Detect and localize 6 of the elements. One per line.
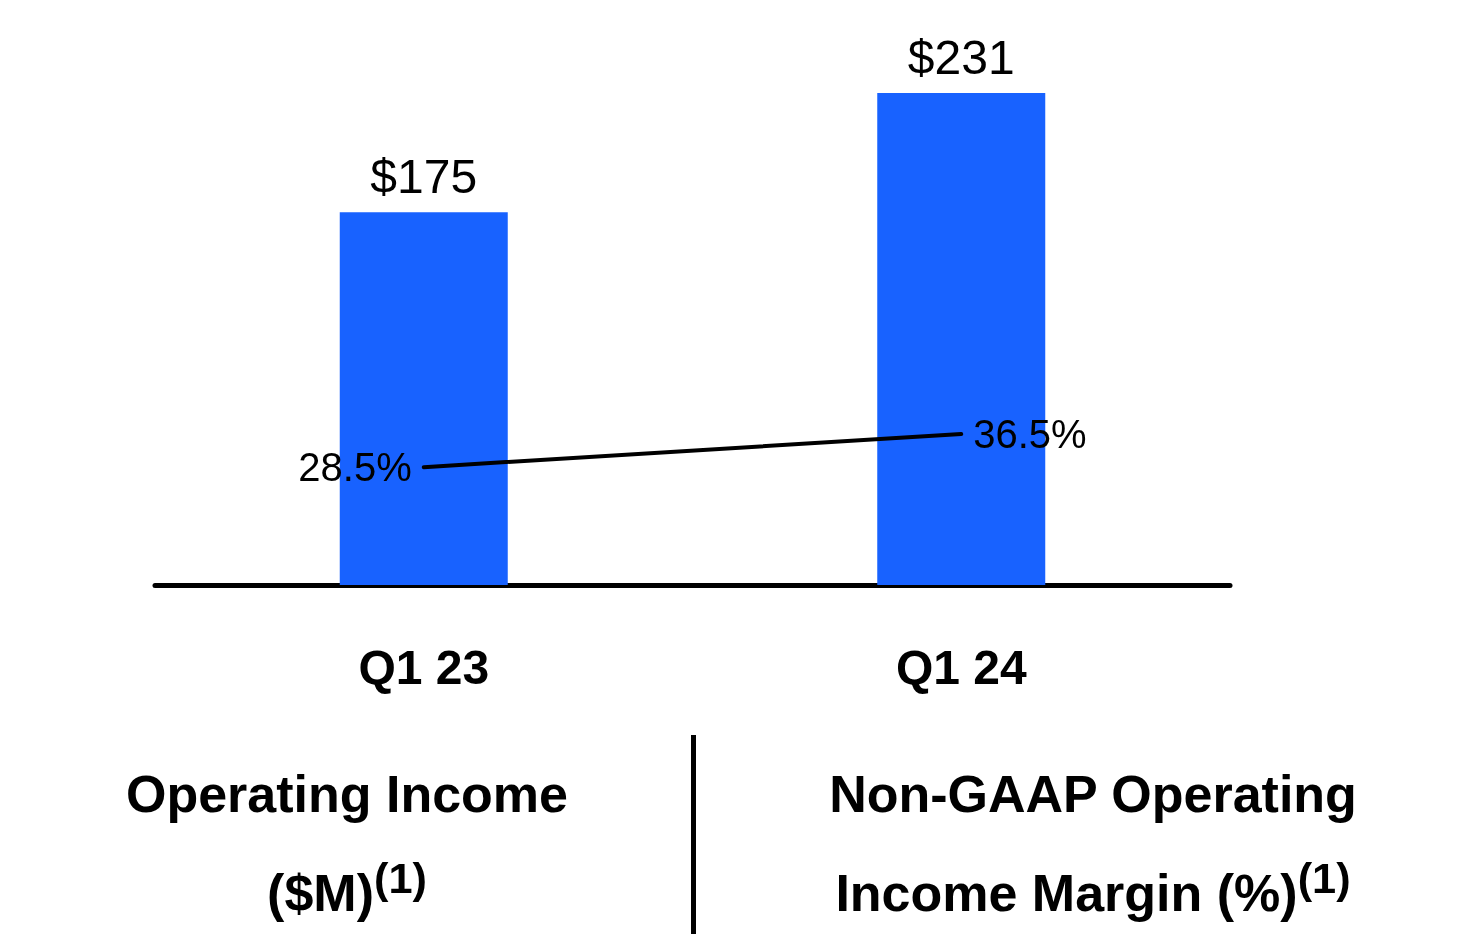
x-tick-label: Q1 23 <box>358 640 490 694</box>
x-tick-label: Q1 24 <box>895 640 1027 694</box>
data-label: $231 <box>907 30 1015 84</box>
text: Non-GAAP Operating Income Margin (%)$^{(1)}$ <box>828 764 1358 925</box>
text: Operating Income ($M)$^{(1)}$ <box>124 764 570 925</box>
data-label: $175 <box>370 149 478 203</box>
